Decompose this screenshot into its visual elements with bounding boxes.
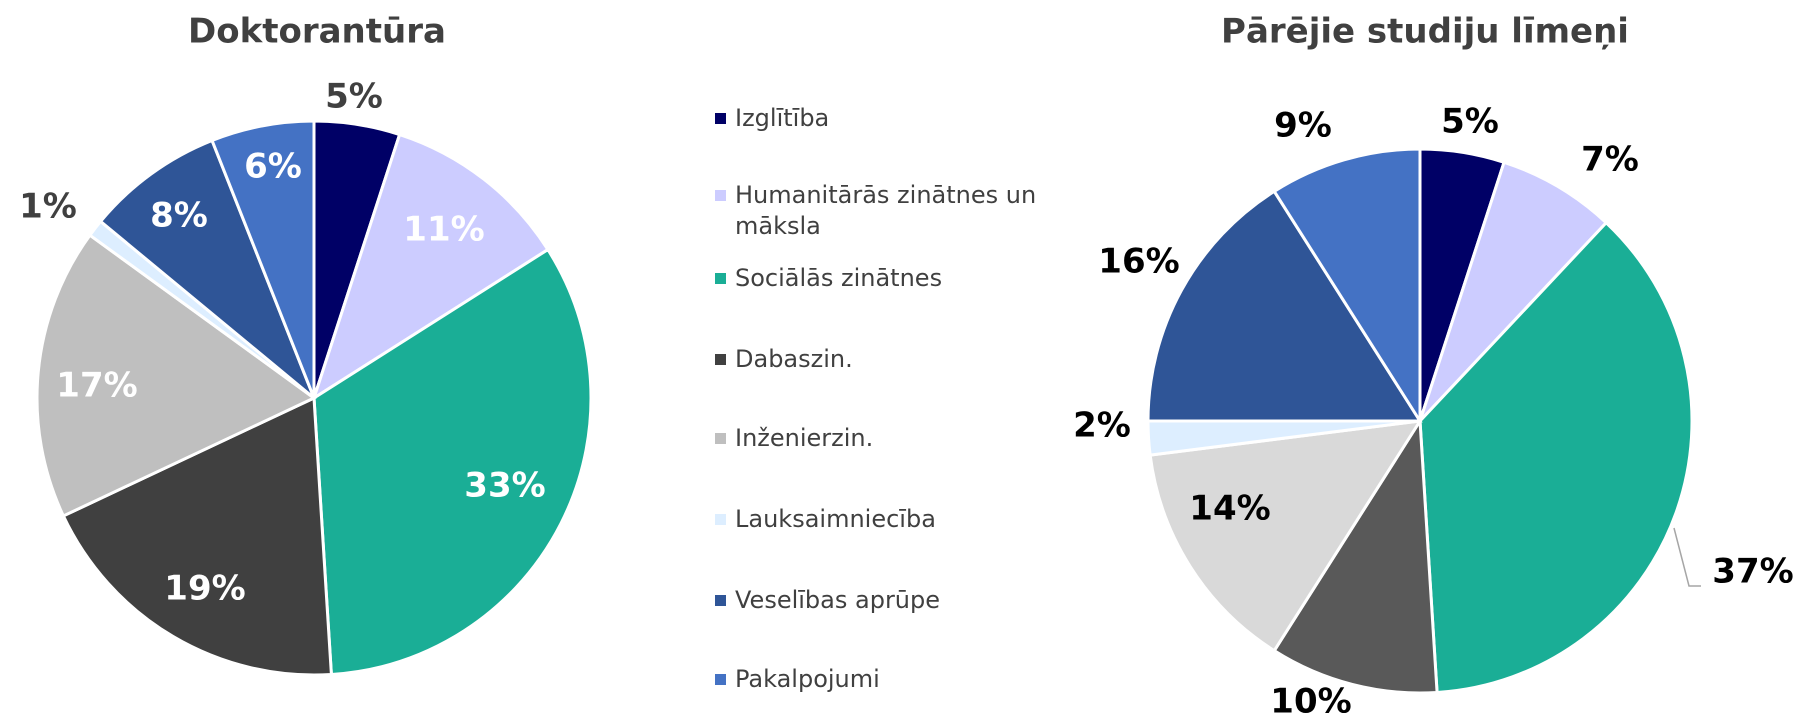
legend-swatch (715, 433, 726, 444)
legend-label: Lauksaimniecība (735, 505, 936, 533)
chart-title: Doktorantūra (188, 12, 446, 52)
pie-slice (98, 138, 316, 400)
pie-slice (312, 247, 593, 677)
data-label: 8% (150, 196, 208, 236)
legend-swatch (715, 354, 726, 365)
legend-label: Dabaszin. (735, 345, 853, 373)
legend-label: Humanitārās zinātnes un māksla (735, 181, 1037, 240)
data-label: 17% (56, 366, 137, 406)
pie-slice (61, 395, 333, 677)
pie-slice (1418, 220, 1694, 695)
legend-swatch (715, 514, 726, 525)
pie-slice (1418, 160, 1609, 423)
data-label: 1% (19, 187, 77, 227)
data-label: 11% (403, 210, 484, 250)
data-label: 19% (164, 569, 245, 609)
data-label: 5% (1441, 102, 1499, 142)
pie-slice (1146, 189, 1423, 423)
pie-slice (1148, 419, 1423, 653)
data-label: 37% (1712, 552, 1793, 592)
pie-slice (1272, 147, 1422, 427)
data-label: 6% (244, 147, 302, 187)
pie-slice (210, 119, 316, 399)
pie-slice (1272, 416, 1439, 695)
data-label: 5% (325, 77, 383, 117)
leader-line (1673, 527, 1701, 587)
legend-label: Inženierzin. (735, 424, 874, 452)
data-label: 9% (1274, 106, 1332, 146)
legend-swatch (715, 190, 726, 201)
legend-label: Sociālās zinātnes (735, 264, 943, 292)
legend-swatch (715, 674, 726, 685)
data-label: 33% (464, 466, 545, 506)
data-label: 7% (1581, 140, 1639, 180)
legend-label: Pakalpojumi (735, 665, 880, 693)
legend-label: Veselības aprūpe (735, 586, 941, 614)
pie-slice (311, 132, 550, 402)
pie-slice (35, 233, 317, 518)
legend-swatch (715, 273, 726, 284)
legend-swatch (715, 113, 726, 124)
data-label: 2% (1073, 406, 1131, 446)
data-label: 10% (1270, 682, 1351, 721)
chart-title: Pārējie studiju līmeņi (1221, 12, 1629, 52)
data-label: 16% (1098, 242, 1179, 282)
legend-swatch (715, 595, 726, 606)
data-label: 14% (1189, 489, 1270, 529)
legend-label: Izglītība (735, 104, 830, 132)
